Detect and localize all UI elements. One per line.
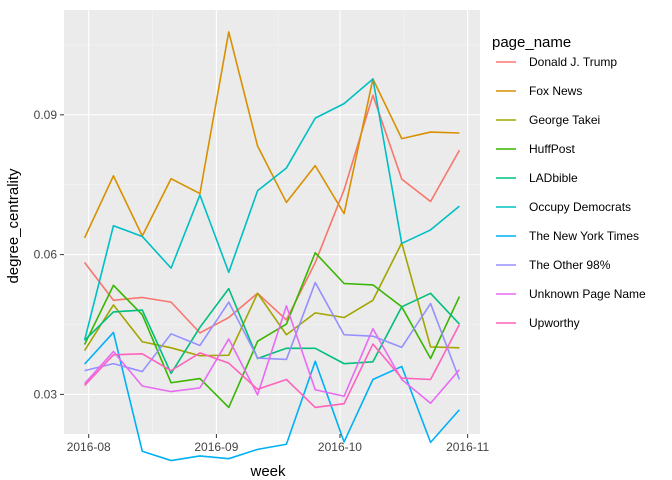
- series-line-occupy-democrats: [83, 78, 460, 341]
- plot-panel: [64, 10, 480, 434]
- legend-item-ladbible: LADbible: [496, 171, 578, 185]
- y-tick-label: 0.06: [34, 248, 58, 262]
- series-lines: [83, 31, 461, 462]
- series-line-unknown-page-name: [83, 305, 461, 405]
- legend-title: page_name: [492, 34, 571, 51]
- legend-item-donald-j-trump: Donald J. Trump: [496, 55, 617, 69]
- legend-item-unknown-page-name: Unknown Page Name: [496, 287, 646, 301]
- legend-label: The New York Times: [529, 229, 639, 243]
- series-line-the-other-98: [84, 281, 461, 380]
- series-line-huffpost: [83, 251, 461, 409]
- major-gridlines: [64, 10, 480, 434]
- x-tick-label: 2016-08: [67, 440, 111, 454]
- legend-item-fox-news: Fox News: [496, 84, 582, 98]
- legend-item-occupy-democrats: Occupy Democrats: [496, 200, 631, 214]
- legend-label: Fox News: [529, 84, 582, 98]
- legend: page_name Donald J. Trump Fox News George …: [492, 34, 646, 330]
- legend-item-george-takei: George Takei: [496, 113, 600, 127]
- legend-item-huffpost: HuffPost: [496, 142, 575, 156]
- legend-label: The Other 98%: [529, 258, 611, 272]
- series-line-george-takei: [83, 242, 460, 357]
- legend-label: Donald J. Trump: [529, 55, 617, 69]
- series-line-donald-j-trump: [83, 94, 461, 334]
- legend-label: Unknown Page Name: [529, 287, 646, 301]
- legend-item-the-other-98: The Other 98%: [496, 258, 611, 272]
- y-tick-label: 0.03: [34, 387, 58, 401]
- legend-item-the-new-york-times: The New York Times: [496, 229, 639, 243]
- x-tick-label: 2016-09: [194, 440, 238, 454]
- x-axis: 2016-08 2016-09 2016-10 2016-11: [67, 434, 490, 454]
- legend-label: Occupy Democrats: [529, 200, 631, 214]
- series-line-ladbible: [84, 287, 460, 375]
- legend-label: HuffPost: [529, 142, 575, 156]
- legend-label: George Takei: [529, 113, 600, 127]
- legend-label: Upworthy: [529, 316, 580, 330]
- series-line-upworthy: [84, 324, 461, 409]
- legend-item-upworthy: Upworthy: [496, 316, 580, 330]
- y-tick-label: 0.09: [34, 108, 58, 122]
- legend-label: LADbible: [529, 171, 578, 185]
- minor-gridlines: [64, 10, 480, 434]
- x-tick-label: 2016-11: [446, 440, 489, 454]
- y-axis: 0.03 0.06 0.09: [34, 108, 64, 401]
- series-line-fox-news: [83, 31, 460, 239]
- x-tick-label: 2016-10: [318, 440, 362, 454]
- x-axis-title: week: [249, 463, 286, 480]
- series-line-the-new-york-times: [83, 331, 461, 462]
- y-axis-title: degree_centrality: [5, 168, 22, 284]
